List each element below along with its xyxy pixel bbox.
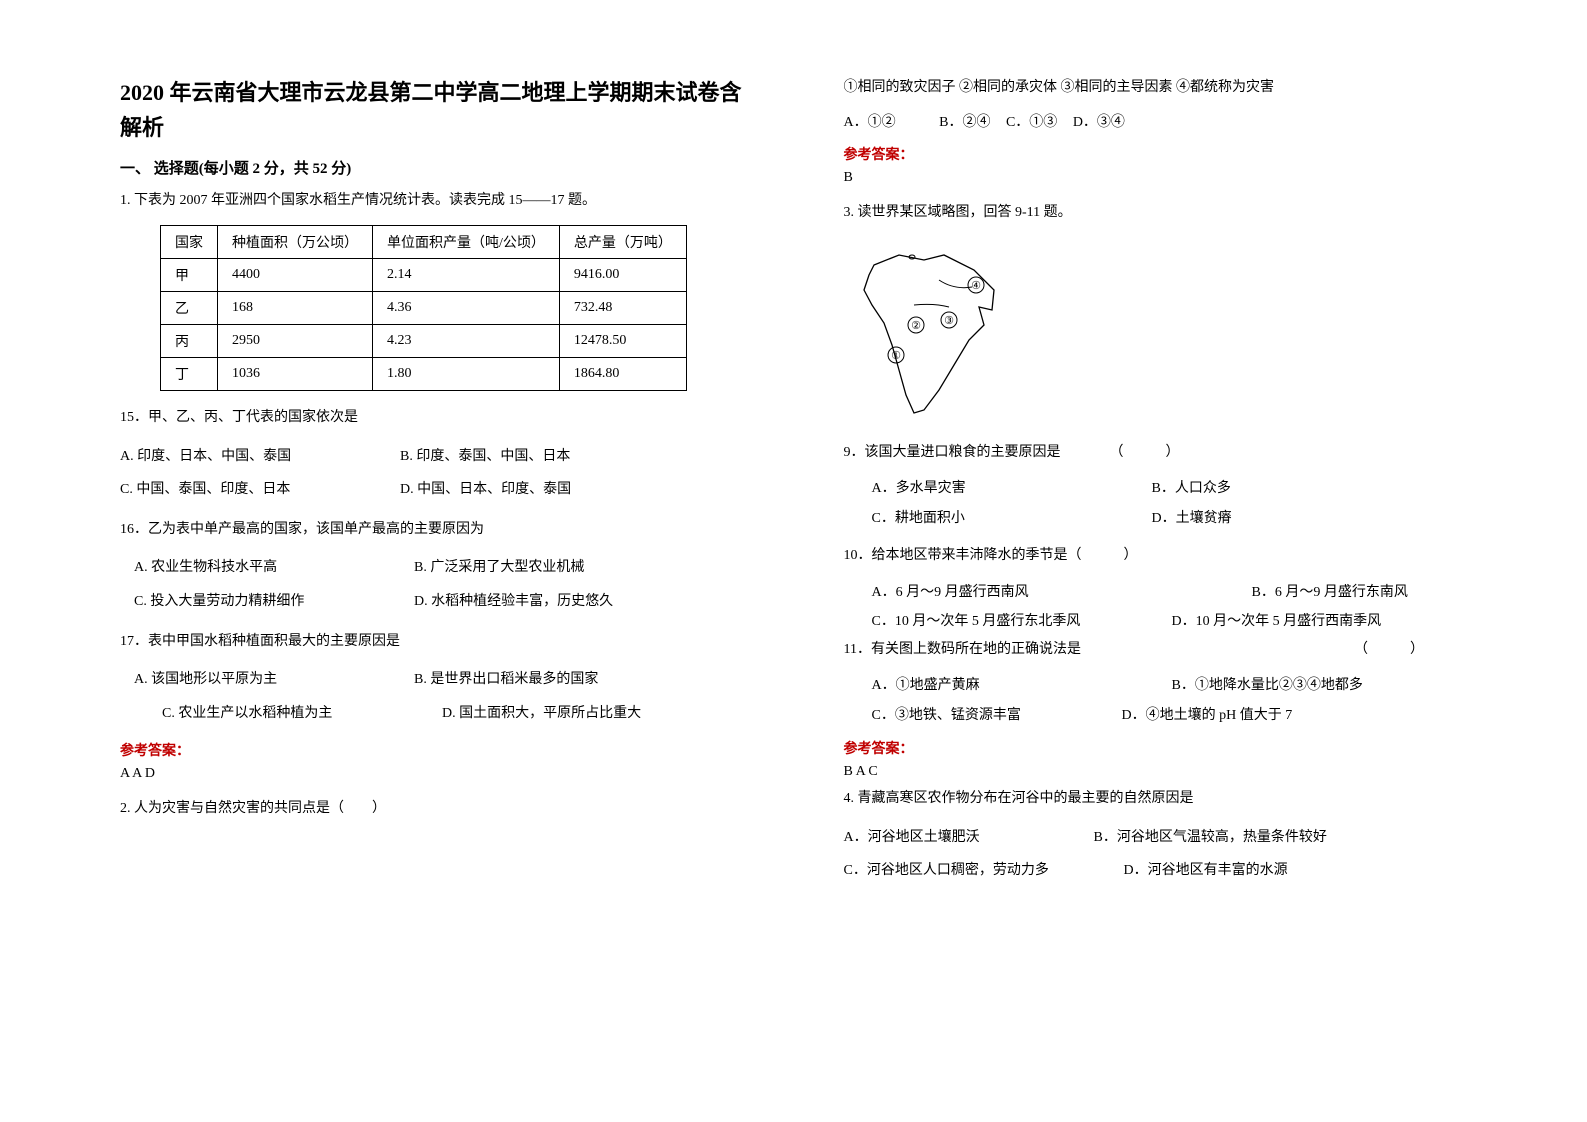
q16-opt-c: C. 投入大量劳动力精耕细作 [134, 585, 414, 619]
svg-text:①: ① [891, 350, 901, 362]
q10-opt-b: B．6 月～9 月盛行东南风 [1252, 578, 1408, 607]
q10-stem: 10．给本地区带来丰沛降水的季节是（ ） [844, 543, 1468, 570]
section-1-heading: 一、 选择题(每小题 2 分，共 52 分) [120, 157, 744, 178]
map-svg-icon: ① ② ③ ④ [844, 235, 1024, 425]
q1-stem: 1. 下表为 2007 年亚洲四个国家水稻生产情况统计表。读表完成 15——17… [120, 188, 744, 215]
q9-opt-b: B．人口众多 [1152, 474, 1231, 503]
q2-opt-d: D．③④ [1073, 110, 1125, 137]
q17-options: A. 该国地形以平原为主B. 是世界出口稻米最多的国家 C. 农业生产以水稻种植… [120, 663, 744, 730]
q4-opt-b: B．河谷地区气温较高，热量条件较好 [1094, 821, 1327, 855]
q10-opt-c: C．10 月～次年 5 月盛行东北季风 [872, 607, 1172, 636]
q17-stem: 17．表中甲国水稻种植面积最大的主要原因是 [120, 629, 744, 656]
answer-label: 参考答案： [844, 144, 1468, 164]
answer-label: 参考答案： [844, 738, 1468, 758]
q17-opt-d: D. 国土面积大，平原所占比重大 [442, 697, 641, 731]
table-header-row: 国家 种植面积（万公顷） 单位面积产量（吨/公顷） 总产量（万吨） [161, 225, 687, 258]
svg-text:②: ② [911, 320, 921, 332]
q2-opt-c: C．①③ [1006, 110, 1057, 137]
th-yield: 单位面积产量（吨/公顷） [373, 225, 560, 258]
q16-opt-a: A. 农业生物科技水平高 [134, 551, 414, 585]
q11-opt-b: B．①地降水量比②③④地都多 [1172, 671, 1363, 700]
table-row: 丙 2950 4.23 12478.50 [161, 324, 687, 357]
q15-stem: 15．甲、乙、丙、丁代表的国家依次是 [120, 405, 744, 432]
q17-opt-c: C. 农业生产以水稻种植为主 [162, 697, 442, 731]
svg-text:④: ④ [971, 280, 981, 292]
q15-options: A. 印度、日本、中国、泰国B. 印度、泰国、中国、日本 C. 中国、泰国、印度… [120, 440, 744, 507]
q1-data-table: 国家 种植面积（万公顷） 单位面积产量（吨/公顷） 总产量（万吨） 甲 4400… [160, 225, 687, 391]
q16-options: A. 农业生物科技水平高B. 广泛采用了大型农业机械 C. 投入大量劳动力精耕细… [120, 551, 744, 618]
q17-opt-b: B. 是世界出口稻米最多的国家 [414, 663, 598, 697]
q2-answer: B [844, 170, 1468, 186]
q2-opt-b: B．②④ [939, 110, 990, 137]
q9-stem: 9．该国大量进口粮食的主要原因是 （ ） [844, 440, 1468, 467]
q10-opt-d: D．10 月～次年 5 月盛行西南季风 [1172, 607, 1382, 636]
th-area: 种植面积（万公顷） [218, 225, 373, 258]
q2-stem: 2. 人为灾害与自然灾害的共同点是（ ） [120, 796, 744, 823]
q3-answer: B A C [844, 764, 1468, 780]
left-column: 2020 年云南省大理市云龙县第二中学高二地理上学期期末试卷含解析 一、 选择题… [100, 75, 794, 1082]
q3-stem: 3. 读世界某区域略图，回答 9-11 题。 [844, 200, 1468, 227]
q10-options: A．6 月～9 月盛行西南风B．6 月～9 月盛行东南风 C．10 月～次年 5… [872, 578, 1468, 637]
india-map-figure: ① ② ③ ④ [844, 235, 1468, 430]
table-row: 甲 4400 2.14 9416.00 [161, 258, 687, 291]
q16-stem: 16．乙为表中单产最高的国家，该国单产最高的主要原因为 [120, 517, 744, 544]
right-column: ①相同的致灾因子 ②相同的承灾体 ③相同的主导因素 ④都统称为灾害 A．①② B… [794, 75, 1488, 1082]
q15-opt-c: C. 中国、泰国、印度、日本 [120, 473, 400, 507]
q9-options: A．多水旱灾害B．人口众多 C．耕地面积小D．土壤贫瘠 [872, 474, 1468, 533]
q2-opt-a: A．①② [844, 110, 896, 137]
exam-title: 2020 年云南省大理市云龙县第二中学高二地理上学期期末试卷含解析 [120, 75, 744, 145]
q2-opts-line: ①相同的致灾因子 ②相同的承灾体 ③相同的主导因素 ④都统称为灾害 [844, 75, 1468, 102]
q9-opt-d: D．土壤贫瘠 [1152, 504, 1232, 533]
q15-opt-b: B. 印度、泰国、中国、日本 [400, 440, 570, 474]
q16-opt-b: B. 广泛采用了大型农业机械 [414, 551, 584, 585]
q11-options: A．①地盛产黄麻B．①地降水量比②③④地都多 C．③地铁、锰资源丰富D．④地土壤… [872, 671, 1468, 730]
q4-opt-c: C．河谷地区人口稠密，劳动力多 [844, 854, 1124, 888]
th-country: 国家 [161, 225, 218, 258]
q4-stem: 4. 青藏高寒区农作物分布在河谷中的最主要的自然原因是 [844, 786, 1468, 813]
q9-opt-c: C．耕地面积小 [872, 504, 1152, 533]
th-total: 总产量（万吨） [559, 225, 686, 258]
answer-label: 参考答案： [120, 740, 744, 760]
q11-opt-c: C．③地铁、锰资源丰富 [872, 701, 1122, 730]
svg-text:③: ③ [944, 315, 954, 327]
table-row: 乙 168 4.36 732.48 [161, 291, 687, 324]
q2-options: A．①② B．②④ C．①③ D．③④ [844, 110, 1468, 137]
q4-options: A．河谷地区土壤肥沃B．河谷地区气温较高，热量条件较好 C．河谷地区人口稠密，劳… [844, 821, 1468, 888]
q15-opt-a: A. 印度、日本、中国、泰国 [120, 440, 400, 474]
q11-opt-d: D．④地土壤的 pH 值大于 7 [1122, 701, 1293, 730]
q4-opt-a: A．河谷地区土壤肥沃 [844, 821, 1094, 855]
q9-opt-a: A．多水旱灾害 [872, 474, 1152, 503]
q17-opt-a: A. 该国地形以平原为主 [134, 663, 414, 697]
q15-opt-d: D. 中国、日本、印度、泰国 [400, 473, 571, 507]
q11-opt-a: A．①地盛产黄麻 [872, 671, 1172, 700]
q4-opt-d: D．河谷地区有丰富的水源 [1124, 854, 1288, 888]
q11-stem: 11．有关图上数码所在地的正确说法是 （ ） [844, 637, 1468, 664]
table-row: 丁 1036 1.80 1864.80 [161, 357, 687, 390]
q16-opt-d: D. 水稻种植经验丰富，历史悠久 [414, 585, 613, 619]
q1-answer: A A D [120, 766, 744, 782]
q10-opt-a: A．6 月～9 月盛行西南风 [872, 578, 1252, 607]
